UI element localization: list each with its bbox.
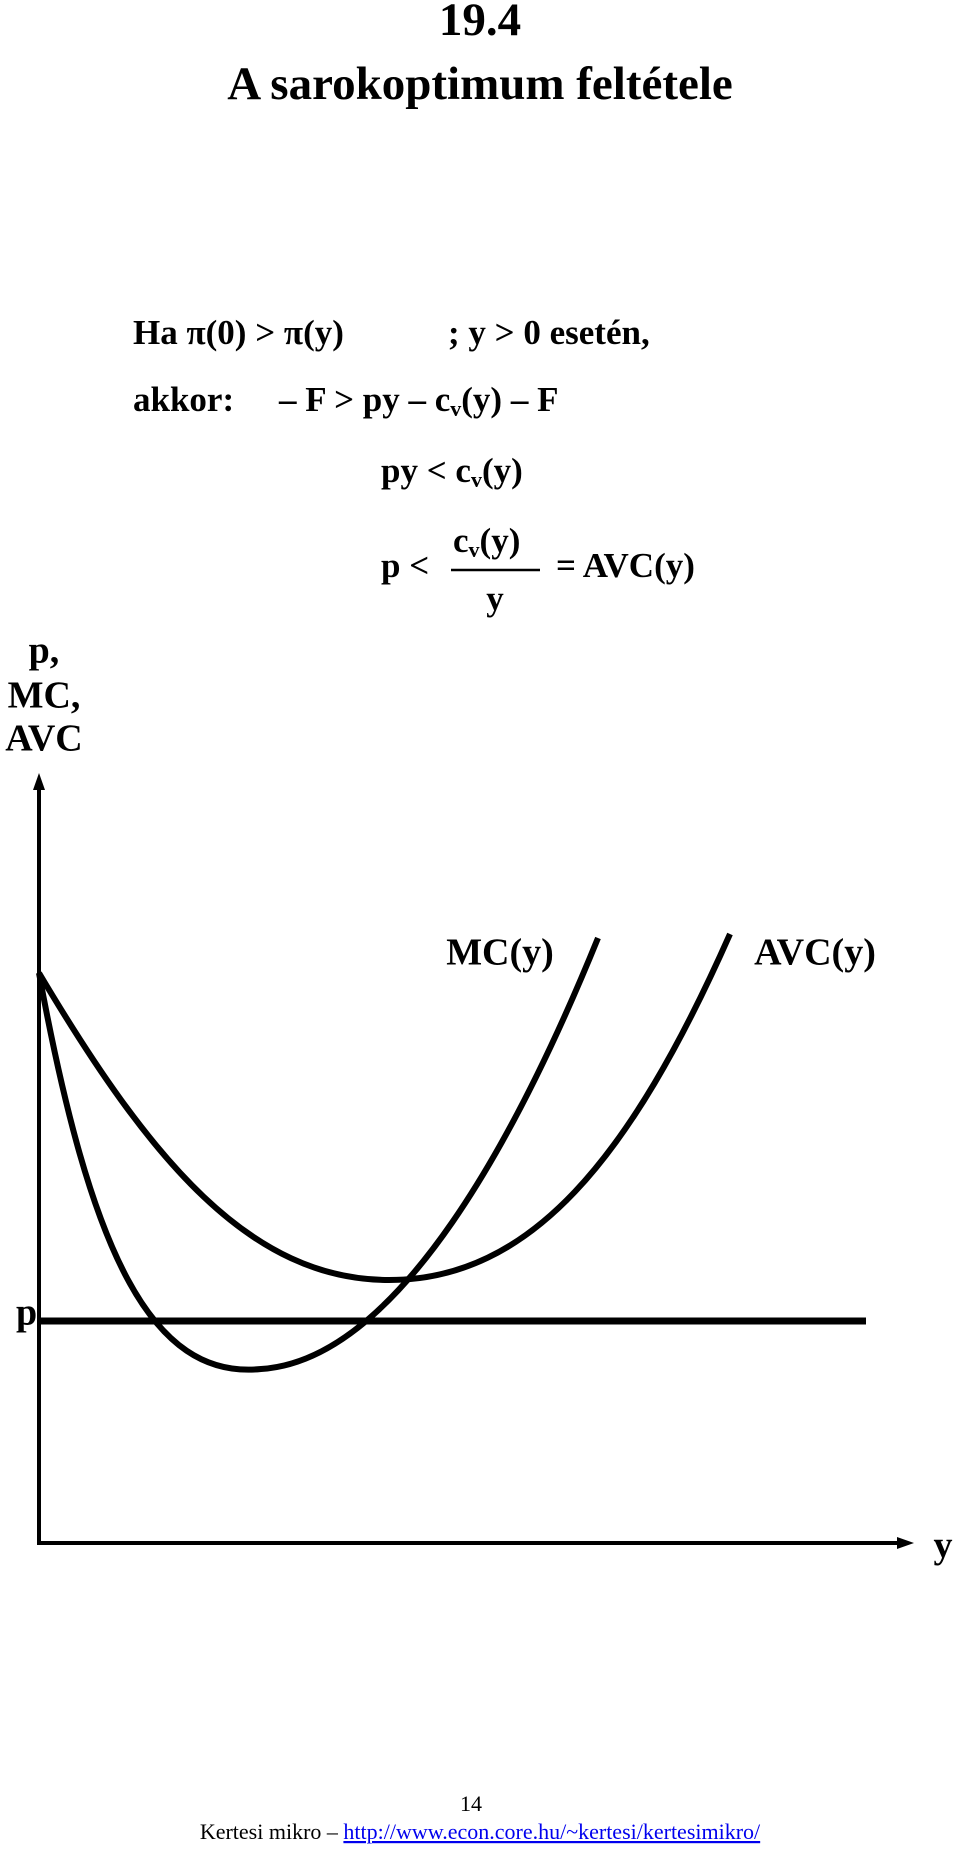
avc-curve bbox=[36, 932, 733, 1284]
footer-link[interactable]: http://www.econ.core.hu/~kertesi/kertesi… bbox=[343, 1819, 761, 1844]
equation-lead: p < bbox=[381, 546, 429, 585]
mc-curve bbox=[36, 936, 601, 1373]
equation: ; y > 0 esetén, bbox=[448, 313, 650, 352]
fraction-denominator: y bbox=[486, 579, 504, 618]
y-axis-label: AVC bbox=[5, 718, 82, 760]
equation-part: (y) bbox=[482, 451, 523, 490]
subscript: v bbox=[450, 396, 461, 421]
page-number: 14 bbox=[460, 1791, 482, 1816]
equation-part: py < c bbox=[381, 451, 471, 490]
footer-text: Kertesi mikro – bbox=[200, 1819, 339, 1844]
equation-part: – F > py – c bbox=[278, 380, 450, 419]
y-axis-label: MC, bbox=[8, 675, 81, 717]
subscript: v bbox=[471, 467, 482, 492]
fraction-numerator: cv(y) bbox=[453, 521, 520, 562]
equation-part: (y) – F bbox=[461, 380, 558, 419]
title: A sarokoptimum feltétele bbox=[227, 58, 733, 110]
subscript: v bbox=[469, 537, 480, 562]
equation: py < cv(y) bbox=[381, 451, 523, 492]
equation: = AVC(y) bbox=[556, 546, 695, 585]
equation-lead: akkor: bbox=[133, 380, 234, 419]
section-number: 19.4 bbox=[439, 0, 521, 46]
price-label: p bbox=[16, 1292, 37, 1334]
axis-arrow bbox=[897, 1537, 914, 1549]
x-axis-label: y bbox=[934, 1525, 953, 1567]
mc-label: MC(y) bbox=[446, 932, 554, 974]
equation: – F > py – cv(y) – F bbox=[278, 380, 558, 421]
y-axis-label: p, bbox=[29, 630, 60, 672]
avc-label: AVC(y) bbox=[754, 932, 876, 974]
footer: Kertesi mikro – http://www.econ.core.hu/… bbox=[200, 1819, 761, 1844]
equation: Ha π(0) > π(y) bbox=[133, 313, 344, 352]
equation-part: (y) bbox=[480, 521, 521, 560]
equation-part: c bbox=[453, 521, 469, 560]
axis-arrow bbox=[33, 773, 45, 790]
